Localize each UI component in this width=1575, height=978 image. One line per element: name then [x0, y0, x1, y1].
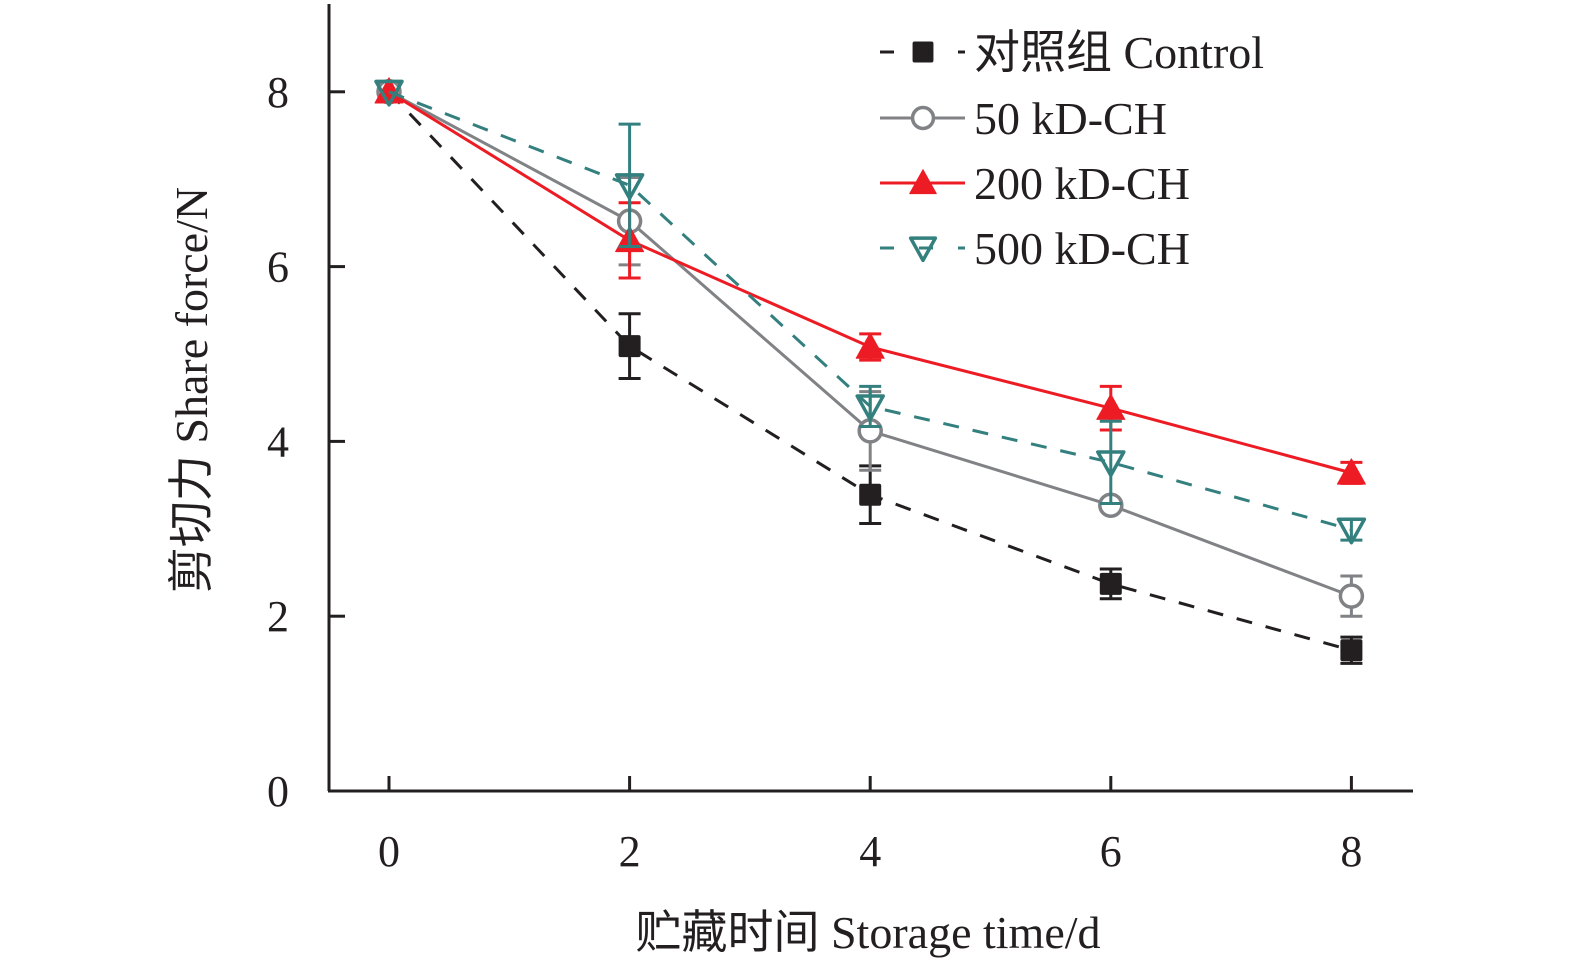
legend-item: 200 kD-CH	[880, 158, 1190, 209]
data-point	[1338, 583, 1365, 609]
legend-marker	[908, 236, 938, 263]
data-point	[1096, 450, 1126, 478]
series-1	[378, 80, 1363, 665]
y-tick-label: 0	[267, 767, 289, 816]
x-tick-label: 6	[1100, 827, 1122, 876]
series-layer	[374, 77, 1367, 665]
series-4	[374, 79, 1367, 545]
data-point	[855, 394, 885, 422]
y-tick-label: 4	[267, 417, 289, 466]
legend-label: 50 kD-CH	[974, 93, 1167, 144]
legend-label: 对照组 Control	[974, 27, 1264, 78]
data-point	[614, 173, 645, 201]
y-tick-label: 8	[267, 68, 289, 117]
x-tick-label: 2	[619, 827, 641, 876]
x-tick-label: 8	[1340, 827, 1362, 876]
data-point	[859, 483, 882, 506]
series-line	[387, 90, 1352, 652]
legend-item: 对照组 Control	[880, 27, 1264, 78]
y-tick-label: 2	[267, 592, 289, 641]
data-point	[374, 79, 404, 107]
legend: 对照组 Control 50 kD-CH 200 kD-CH 500 kD-CH	[880, 27, 1264, 274]
y-ticks: 0 2 4 6 8	[267, 68, 345, 816]
legend-item: 500 kD-CH	[880, 223, 1190, 274]
legend-marker	[912, 41, 934, 63]
legend-label: 200 kD-CH	[974, 158, 1190, 209]
legend-marker	[910, 105, 936, 131]
x-tick-label: 0	[378, 827, 400, 876]
x-ticks: 0 2 4 6 8	[378, 776, 1362, 876]
data-point	[1096, 393, 1126, 420]
data-point	[1340, 639, 1363, 662]
data-point	[1099, 572, 1122, 595]
x-axis-title: 贮藏时间 Storage time/d	[635, 907, 1100, 958]
data-point	[618, 335, 641, 358]
data-point	[855, 332, 885, 359]
data-point	[1336, 458, 1366, 485]
x-tick-label: 4	[859, 827, 881, 876]
legend-item: 50 kD-CH	[880, 93, 1167, 144]
series-2	[376, 79, 1365, 618]
legend-marker	[909, 169, 937, 195]
y-axis-title: 剪切力 Share force/N	[166, 187, 217, 593]
series-3	[374, 77, 1366, 485]
data-point	[1336, 517, 1367, 545]
legend-label: 500 kD-CH	[974, 223, 1190, 274]
y-tick-label: 6	[267, 243, 289, 292]
